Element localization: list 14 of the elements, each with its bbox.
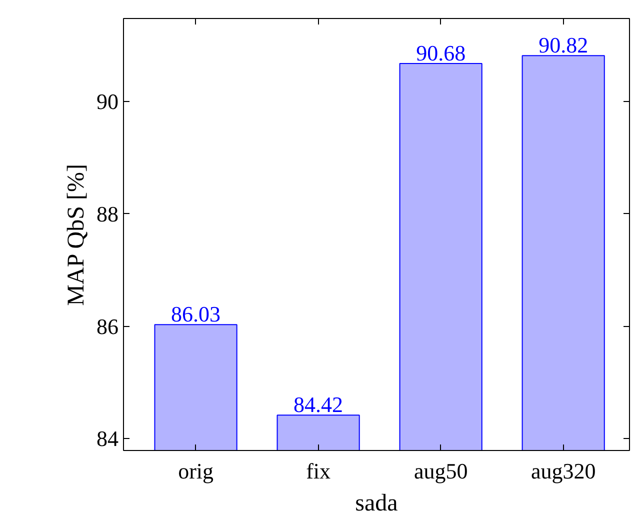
data-label: 90.82 [538, 32, 588, 58]
y-tick-label: 88 [96, 201, 118, 226]
x-tick-label: orig [178, 458, 214, 484]
x-axis-title: sada [355, 490, 398, 516]
data-label: 90.68 [416, 40, 466, 66]
data-label: 84.42 [294, 392, 344, 418]
y-tick-label: 84 [96, 426, 118, 452]
x-tick-label: aug50 [414, 458, 468, 484]
x-tick-label: aug320 [530, 458, 596, 484]
data-label: 86.03 [171, 302, 221, 327]
x-tick-label: fix [306, 458, 331, 484]
y-tick-label: 86 [96, 314, 118, 339]
y-axis-title: MAP QbS [%] [64, 164, 90, 306]
y-tick-label: 90 [96, 89, 118, 114]
